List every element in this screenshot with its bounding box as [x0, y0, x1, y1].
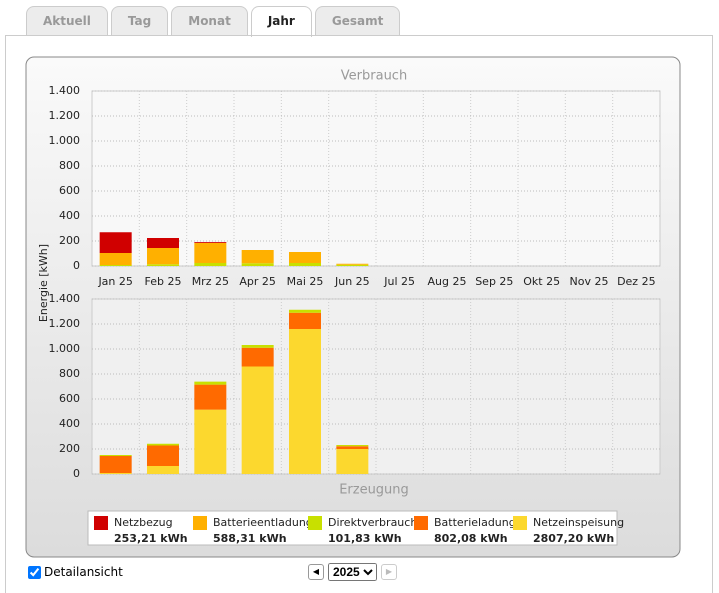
bar-segment: [194, 381, 227, 385]
y-tick-label: 1.000: [49, 134, 81, 147]
legend-swatch: [308, 516, 322, 530]
tab[interactable]: Monat: [171, 6, 248, 35]
bar-segment: [336, 449, 369, 474]
bar-segment: [289, 312, 321, 329]
panel: [5, 35, 713, 593]
x-tick-label: Okt 25: [523, 275, 560, 288]
tab[interactable]: Tag: [110, 6, 169, 35]
bar-segment: [336, 445, 369, 447]
x-tick-label: Jul 25: [383, 275, 415, 288]
bar-segment: [289, 263, 321, 266]
legend-total: 2807,20 kWh: [533, 532, 614, 545]
bar-segment: [336, 264, 369, 266]
tab[interactable]: Jahr: [250, 6, 312, 37]
legend-total: 588,31 kWh: [213, 532, 287, 545]
y-tick-label: 0: [73, 467, 80, 480]
bar-segment: [241, 366, 274, 474]
bar-segment: [99, 253, 132, 265]
bar-segment: [194, 243, 227, 263]
tab[interactable]: Aktuell: [26, 6, 108, 35]
legend-swatch: [414, 516, 428, 530]
x-tick-label: Sep 25: [475, 275, 513, 288]
checkbox-label: Detailansicht: [44, 565, 123, 579]
y-tick-label: 0: [73, 259, 80, 272]
bar-segment: [194, 409, 227, 474]
checkbox[interactable]: [28, 565, 41, 579]
y-tick-label: 800: [59, 159, 80, 172]
y-tick-label: 1.400: [49, 292, 81, 305]
bar-segment: [194, 242, 227, 243]
x-tick-label: Nov 25: [570, 275, 609, 288]
legend-label: Netzeinspeisung: [533, 516, 624, 529]
bar-segment: [289, 252, 321, 263]
bar-segment: [147, 248, 179, 265]
y-tick-label: 200: [59, 442, 80, 455]
x-tick-label: Jan 25: [97, 275, 132, 288]
legend-total: 802,08 kWh: [434, 532, 508, 545]
prev-button[interactable]: ◀: [308, 564, 324, 580]
y-tick-label: 600: [59, 184, 80, 197]
bar-segment: [194, 263, 227, 266]
y-tick-label: 200: [59, 234, 80, 247]
bar-segment: [289, 329, 321, 474]
legend-total: 101,83 kWh: [328, 532, 402, 545]
bar-segment: [336, 263, 369, 265]
tab[interactable]: Gesamt: [314, 6, 401, 35]
bar-segment: [241, 347, 274, 367]
y-axis-label: Energie [kWh]: [37, 244, 50, 322]
bar-segment: [289, 309, 321, 313]
y-tick-label: 1.400: [49, 84, 81, 97]
bar-segment: [147, 443, 179, 446]
y-tick-label: 400: [59, 417, 80, 430]
y-tick-label: 1.200: [49, 109, 81, 122]
next-button[interactable]: ▶: [381, 564, 397, 580]
bar-segment: [99, 456, 132, 473]
bar-segment: [99, 232, 132, 253]
bar-segment: [147, 445, 179, 466]
tab-bar: Aktuell Tag Monat Jahr Gesamt: [26, 6, 401, 37]
bar-segment: [194, 384, 227, 410]
chart-title: Verbrauch: [341, 69, 407, 84]
legend-label: Batterieladung: [434, 516, 516, 529]
y-tick-label: 600: [59, 392, 80, 405]
legend-swatch: [94, 516, 108, 530]
legend-label: Netzbezug: [114, 516, 173, 529]
x-tick-label: Mrz 25: [192, 275, 229, 288]
detail-toggle[interactable]: Detailansicht: [28, 565, 123, 579]
bar-segment: [147, 264, 179, 266]
bar-segment: [99, 473, 132, 474]
legend-label: Batterieentladung: [213, 516, 313, 529]
legend-swatch: [513, 516, 527, 530]
x-tick-label: Mai 25: [287, 275, 324, 288]
legend-total: 253,21 kWh: [114, 532, 188, 545]
bar-segment: [99, 455, 132, 456]
bar-segment: [99, 265, 132, 266]
bar-segment: [241, 345, 274, 348]
bar-segment: [147, 466, 179, 474]
chart-title: Erzeugung: [339, 483, 409, 498]
legend-label: Direktverbrauch: [328, 516, 417, 529]
x-tick-label: Jun 25: [334, 275, 370, 288]
legend: [87, 510, 618, 546]
bar-segment: [336, 446, 369, 449]
year-select[interactable]: 2025: [328, 563, 377, 581]
y-tick-label: 400: [59, 209, 80, 222]
legend-swatch: [193, 516, 207, 530]
x-tick-label: Feb 25: [145, 275, 182, 288]
y-tick-label: 800: [59, 367, 80, 380]
x-tick-label: Aug 25: [428, 275, 467, 288]
bar-segment: [241, 250, 274, 264]
y-tick-label: 1.200: [49, 317, 81, 330]
y-tick-label: 1.000: [49, 342, 81, 355]
bar-segment: [241, 263, 274, 266]
x-tick-label: Dez 25: [617, 275, 656, 288]
bar-segment: [147, 238, 179, 248]
x-tick-label: Apr 25: [239, 275, 276, 288]
